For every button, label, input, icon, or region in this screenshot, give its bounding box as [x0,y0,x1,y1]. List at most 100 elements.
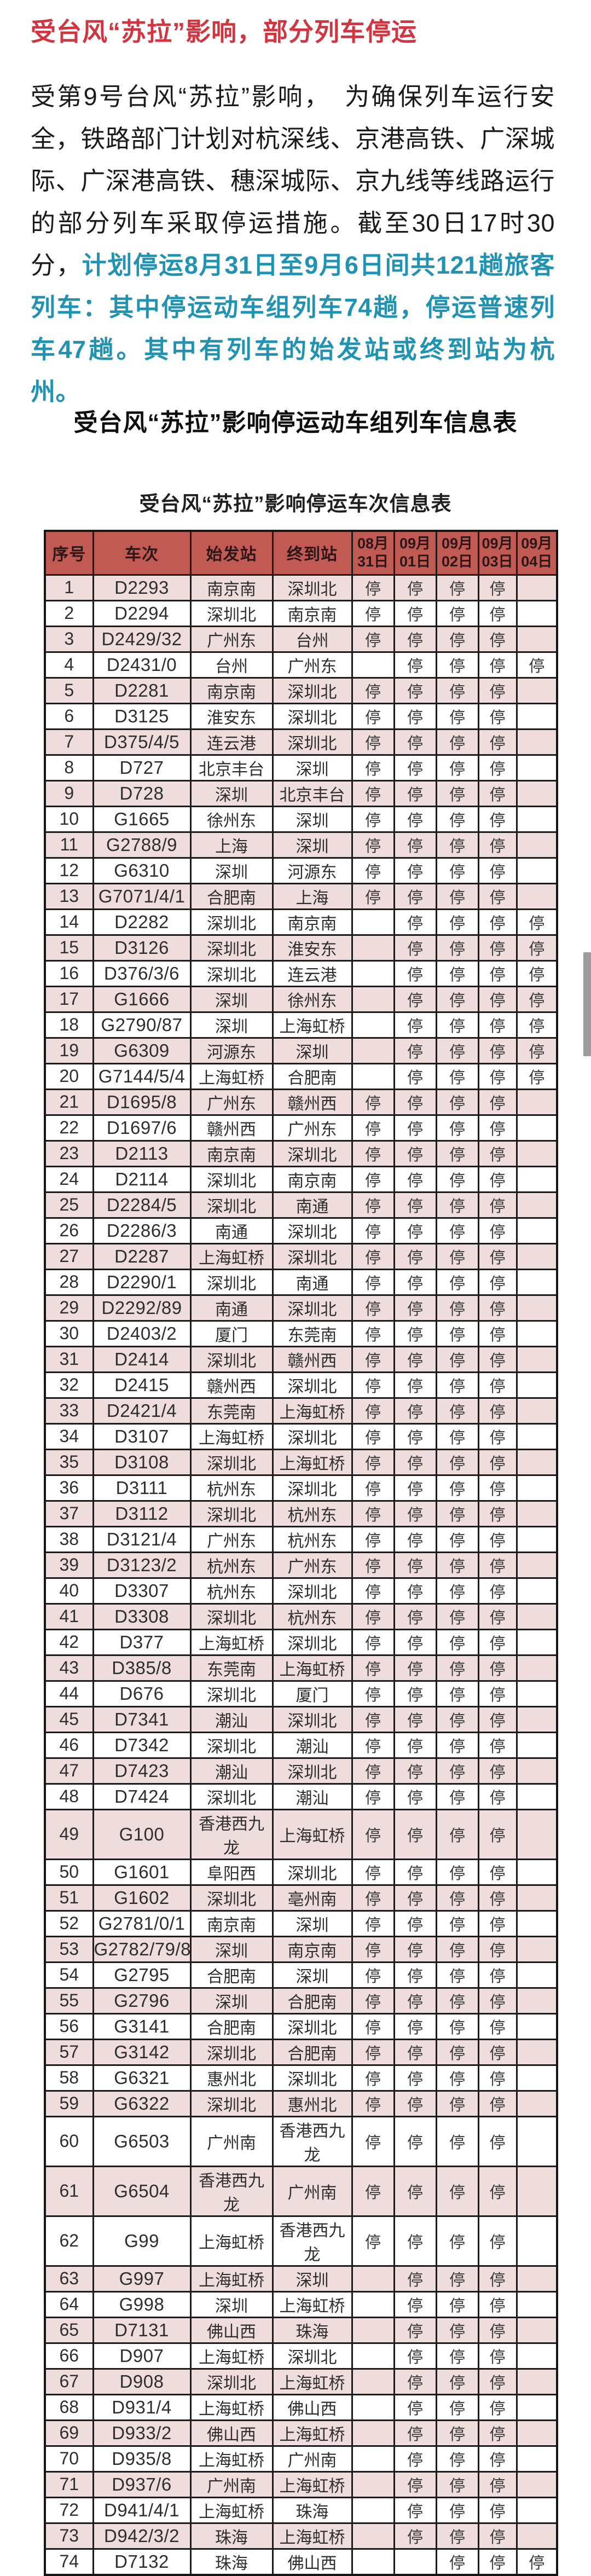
train-number-cell: D2290/1 [92,1268,192,1296]
train-number-cell: D375/4/5 [92,728,192,756]
stop-status-cell [515,1654,558,1682]
row-number-cell: 38 [44,1525,94,1553]
train-number-cell: D935/8 [92,2445,192,2473]
origin-station-cell: 佛山西 [189,2419,274,2447]
destination-station-cell: 深圳北 [271,1217,353,1244]
train-number-cell: G2790/87 [92,1011,192,1039]
row-number-cell: 4 [44,651,94,679]
scrollbar-thumb[interactable] [583,952,591,1056]
stop-status-cell: 停 [351,1165,395,1193]
stop-status-cell: 停 [393,1474,437,1502]
row-number-cell: 41 [44,1602,94,1630]
table-row: 45 D7341 潮汕 深圳北停停停停 [44,1705,558,1733]
stop-status-cell: 停 [477,2038,518,2066]
stop-status-cell [351,2496,395,2524]
destination-station-cell: 佛山西 [271,2393,353,2421]
stop-status-cell [515,2215,558,2267]
destination-station-cell: 北京丰台 [271,779,353,807]
destination-station-cell: 深圳北 [271,1628,353,1656]
destination-station-cell: 深圳北 [271,1242,353,1270]
destination-station-cell: 上海 [271,882,353,910]
table-row: 52 G2781/0/1 南京南 深圳停停停停 [44,1909,558,1937]
train-number-cell: G3141 [92,2012,192,2040]
stop-status-cell: 停 [477,856,518,884]
stop-status-cell: 停 [477,985,518,1013]
stop-status-cell: 停 [435,1500,479,1527]
stop-status-cell [515,1782,558,1810]
origin-station-cell: 深圳北 [189,1680,274,1707]
train-number-cell: G2782/79/82 [92,1935,192,1963]
destination-station-cell: 厦门 [271,1680,353,1707]
destination-station-cell: 合肥南 [271,1987,353,2015]
train-number-cell: G1602 [92,1884,192,1912]
row-number-cell: 43 [44,1654,94,1682]
stop-status-cell [515,2165,558,2217]
stop-status-cell: 停 [393,1731,437,1759]
table-row: 69 D933/2 佛山西 上海虹桥停停停 [44,2419,558,2447]
stop-status-cell: 停 [351,1217,395,1244]
stop-status-cell: 停 [477,2496,518,2524]
header-date-0901: 09月 01日 [393,530,437,576]
stop-status-cell: 停 [351,1525,395,1553]
row-number-cell: 24 [44,1165,94,1193]
destination-station-cell: 深圳北 [271,1371,353,1399]
table-row: 24 D2114 深圳北 南京南停停停停 [44,1165,558,1193]
origin-station-cell: 珠海 [189,2548,274,2575]
train-number-cell: D2286/3 [92,1217,192,1244]
stop-status-cell [351,959,395,987]
origin-station-cell: 东莞南 [189,1397,274,1425]
origin-station-cell: 阜阳西 [189,1858,274,1886]
row-number-cell: 61 [44,2165,94,2217]
train-number-cell: D2282 [92,908,192,936]
table-row: 32 D2415 赣州西 深圳北停停停停 [44,1371,558,1399]
origin-station-cell: 香港西九龙 [189,2165,274,2217]
train-number-cell: D2284/5 [92,1191,192,1219]
stop-status-cell: 停 [351,1088,395,1116]
destination-station-cell: 潮汕 [271,1782,353,1810]
train-number-cell: D933/2 [92,2419,192,2447]
train-number-cell: G6322 [92,2089,192,2117]
stop-status-cell: 停 [435,2548,479,2575]
header-date-0831: 08月 31日 [351,530,395,576]
stop-status-cell: 停 [477,1165,518,1193]
row-number-cell: 30 [44,1319,94,1347]
train-number-cell: D7423 [92,1757,192,1785]
table-header: 序号 车次 始发站 终到站 08月 31日 09月 01日 09月 02日 09… [44,530,558,576]
stop-status-cell: 停 [351,1371,395,1399]
stop-status-cell [515,1165,558,1193]
stop-status-cell: 停 [477,2419,518,2447]
origin-station-cell: 珠海 [189,2522,274,2550]
stop-status-cell: 停 [351,1909,395,1937]
stop-status-cell: 停 [351,1551,395,1579]
train-number-cell: G2788/9 [92,831,192,859]
table-row: 11 G2788/9 上海 深圳停停停停 [44,831,558,859]
stop-status-cell [351,2290,395,2318]
stop-status-cell [515,2445,558,2473]
row-number-cell: 66 [44,2342,94,2370]
stop-status-cell: 停 [351,831,395,859]
stop-status-cell: 停 [477,908,518,936]
train-number-cell: D3307 [92,1577,192,1605]
stop-status-cell: 停 [435,959,479,987]
stop-status-cell [351,651,395,679]
origin-station-cell: 南京南 [189,1139,274,1167]
origin-station-cell: 深圳北 [189,1191,274,1219]
stop-status-cell: 停 [477,1757,518,1785]
row-number-cell: 8 [44,754,94,782]
stop-status-cell: 停 [351,1500,395,1527]
stop-status-cell: 停 [477,779,518,807]
train-number-cell: D676 [92,1680,192,1707]
stop-status-cell: 停 [477,1858,518,1886]
destination-station-cell: 深圳北 [271,1139,353,1167]
train-number-cell: D907 [92,2342,192,2370]
train-number-cell: G2795 [92,1961,192,1989]
table-row: 47 D7423 潮汕 深圳北停停停停 [44,1757,558,1785]
row-number-cell: 69 [44,2419,94,2447]
train-number-cell: D1697/6 [92,1114,192,1142]
stop-status-cell: 停 [477,2522,518,2550]
stop-status-cell: 停 [393,1139,437,1167]
table-row: 37 D3112 深圳北 杭州东停停停停 [44,1500,558,1527]
origin-station-cell: 上海 [189,831,274,859]
stop-status-cell [515,2419,558,2447]
stop-status-cell: 停 [393,2265,437,2293]
